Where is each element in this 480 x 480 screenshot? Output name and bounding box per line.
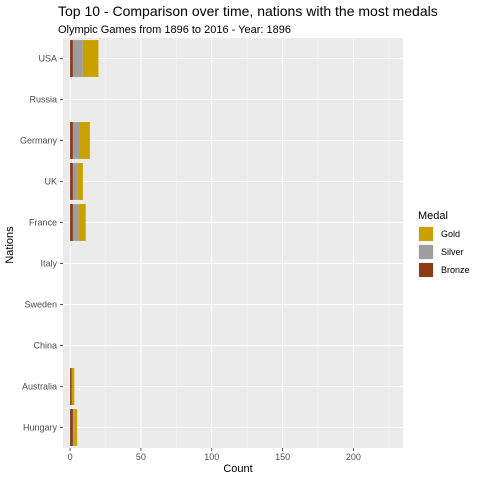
y-tick-label: Australia <box>22 382 57 392</box>
bar-gold-germany <box>80 122 90 159</box>
bar-bronze-france <box>70 204 73 241</box>
bar-gold-uk <box>77 163 83 200</box>
legend-swatch-gold <box>419 227 433 241</box>
legend-label-bronze: Bronze <box>441 265 470 275</box>
y-tick-label: Germany <box>20 136 58 146</box>
y-tick-label: Russia <box>29 95 57 105</box>
legend-label-silver: Silver <box>441 247 464 257</box>
bar-gold-hungary <box>74 409 78 446</box>
x-axis-title: Count <box>223 463 252 475</box>
bar-silver-france <box>72 204 79 241</box>
legend-swatch-silver <box>419 245 433 259</box>
chart-subtitle: Olympic Games from 1896 to 2016 - Year: … <box>58 24 291 36</box>
x-tick-labels: 0 50 100 150 200 <box>68 448 361 462</box>
y-tick-label: UK <box>44 177 57 187</box>
x-tick-label: 50 <box>136 452 146 462</box>
bar-gold-france <box>78 204 86 241</box>
legend-title: Medal <box>418 210 448 222</box>
bar-silver-hungary <box>72 409 75 446</box>
y-tick-label: China <box>33 341 57 351</box>
legend-swatch-bronze <box>419 263 433 277</box>
bar-gold-usa <box>82 40 99 77</box>
chart-title: Top 10 - Comparison over time, nations w… <box>58 3 438 19</box>
legend-label-gold: Gold <box>441 229 460 239</box>
y-tick-label: Sweden <box>24 300 57 310</box>
bar-silver-usa <box>72 40 83 77</box>
x-tick-label: 150 <box>275 452 290 462</box>
y-axis-title: Nations <box>4 226 16 264</box>
bar-bronze-australia <box>70 368 72 405</box>
plot-panel <box>63 38 403 448</box>
legend: Medal Gold Silver Bronze <box>418 210 470 278</box>
y-tick-label: USA <box>38 54 57 64</box>
bar-bronze-hungary <box>70 409 73 446</box>
bar-silver-uk <box>72 163 78 200</box>
y-tick-labels: USA Russia Germany UK France Italy Sweden China… <box>20 54 63 433</box>
grid-lines <box>63 38 403 448</box>
bar-bronze-uk <box>70 163 73 200</box>
bar-bronze-germany <box>70 122 73 159</box>
x-tick-label: 200 <box>346 452 361 462</box>
bar-bronze-usa <box>70 40 73 77</box>
x-tick-label: 0 <box>68 452 73 462</box>
y-tick-label: Hungary <box>23 423 58 433</box>
bars <box>70 40 99 446</box>
bar-silver-germany <box>72 122 80 159</box>
bar-gold-australia <box>71 368 75 405</box>
y-tick-label: France <box>29 218 57 228</box>
y-tick-label: Italy <box>40 259 57 269</box>
x-tick-label: 100 <box>204 452 219 462</box>
